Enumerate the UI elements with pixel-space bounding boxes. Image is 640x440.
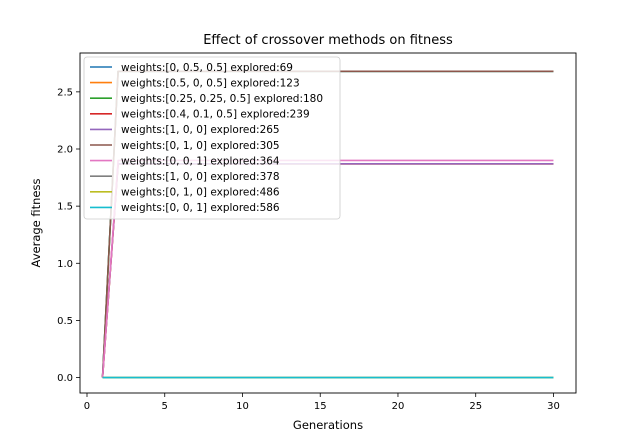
x-axis-ticks: 0 5 10 15 20 25 30 xyxy=(84,393,560,412)
y-tick-label: 2.0 xyxy=(57,145,73,156)
x-tick-label: 10 xyxy=(236,401,249,412)
chart-title: Effect of crossover methods on fitness xyxy=(203,33,453,48)
x-tick-label: 0 xyxy=(84,401,90,412)
y-axis-ticks: 0.0 0.5 1.0 1.5 2.0 2.5 xyxy=(57,87,80,384)
legend: weights:[0, 0.5, 0.5] explored:69 weights… xyxy=(83,56,341,220)
y-tick-label: 1.0 xyxy=(57,259,73,270)
x-axis-label: Generations xyxy=(293,418,363,432)
y-tick-label: 0.5 xyxy=(57,316,73,327)
legend-label-6: weights:[0, 1, 0] explored:305 xyxy=(121,140,280,152)
legend-label-5: weights:[1, 0, 0] explored:265 xyxy=(121,124,280,136)
legend-label-7: weights:[0, 0, 1] explored:364 xyxy=(121,155,280,167)
y-tick-label: 2.5 xyxy=(57,87,73,98)
legend-label-4: weights:[0.4, 0.1, 0.5] explored:239 xyxy=(121,109,310,121)
legend-label-1: weights:[0, 0.5, 0.5] explored:69 xyxy=(121,62,293,74)
legend-box xyxy=(83,56,341,220)
y-tick-label: 0.0 xyxy=(57,373,73,384)
x-tick-label: 20 xyxy=(392,401,405,412)
y-tick-label: 1.5 xyxy=(57,202,73,213)
x-tick-label: 25 xyxy=(469,401,482,412)
x-tick-label: 30 xyxy=(547,401,560,412)
x-tick-label: 5 xyxy=(162,401,168,412)
legend-label-8: weights:[1, 0, 0] explored:378 xyxy=(121,171,280,183)
legend-label-3: weights:[0.25, 0.25, 0.5] explored:180 xyxy=(121,93,323,105)
legend-label-10: weights:[0, 0, 1] explored:586 xyxy=(121,202,280,214)
legend-label-2: weights:[0.5, 0, 0.5] explored:123 xyxy=(121,77,300,89)
y-axis-label: Average fitness xyxy=(29,179,43,268)
axes-frame xyxy=(79,52,577,394)
legend-label-9: weights:[0, 1, 0] explored:486 xyxy=(121,187,280,199)
x-tick-label: 15 xyxy=(314,401,327,412)
